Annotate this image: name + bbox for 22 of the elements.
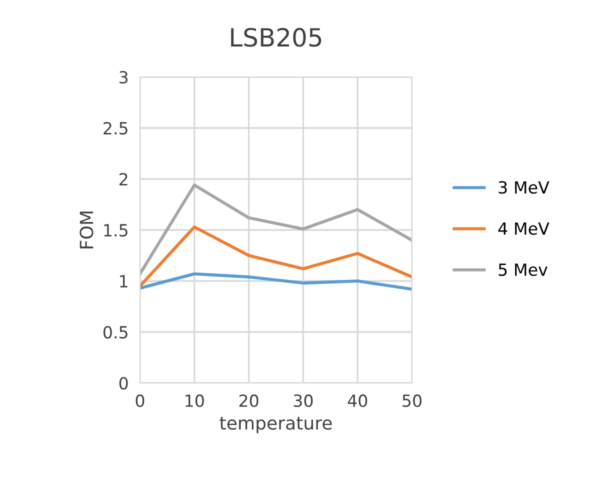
y-axis-title: FOM <box>80 212 94 248</box>
x-tick-label: 10 <box>186 394 204 408</box>
line-series <box>140 184 412 276</box>
legend-label: 3 MeV <box>498 181 550 194</box>
y-tick-label: 1 <box>120 275 128 288</box>
y-tick-label: 0.5 <box>103 326 128 339</box>
y-tick-label: 0 <box>119 376 128 390</box>
x-tick-label: 50 <box>402 394 422 408</box>
x-tick-label: 0 <box>136 394 144 408</box>
legend-label: 4 MeV <box>498 222 550 235</box>
chart-title: LSB205 <box>231 28 322 47</box>
x-tick-label: 40 <box>348 394 368 408</box>
x-axis-title: temperature <box>220 416 332 434</box>
y-tick-label: 1.5 <box>104 224 128 237</box>
line-series <box>140 225 412 288</box>
y-tick-label: 3 <box>120 70 128 84</box>
y-tick-label: 2 <box>120 172 128 186</box>
x-tick-label: 30 <box>294 394 313 408</box>
x-tick-label: 20 <box>239 394 258 408</box>
y-tick-label: 2.5 <box>104 122 128 135</box>
line-series <box>140 272 412 291</box>
legend-label: 5 Mev <box>498 264 548 276</box>
